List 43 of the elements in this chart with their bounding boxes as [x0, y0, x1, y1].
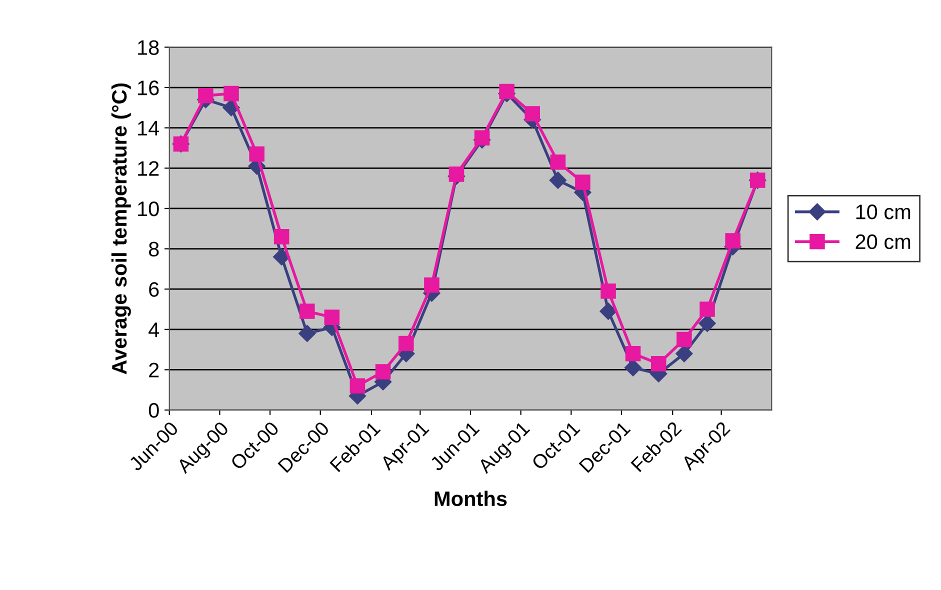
point [650, 356, 666, 372]
point [350, 378, 366, 394]
point [324, 310, 340, 325]
point [550, 154, 566, 170]
y-tick-label: 16 [138, 80, 159, 96]
y-tick-label: 8 [148, 242, 159, 257]
point [300, 304, 315, 319]
point [273, 248, 290, 266]
point [474, 130, 490, 146]
point [676, 345, 693, 362]
point [676, 332, 692, 348]
y-tick-label: 4 [148, 322, 160, 337]
point [274, 229, 290, 244]
point [725, 233, 740, 248]
point [424, 277, 440, 293]
point [600, 302, 617, 320]
y-tick-label: 0 [148, 403, 159, 418]
y-tick-label: 6 [149, 282, 159, 297]
point [698, 314, 716, 332]
point [198, 88, 214, 104]
point [298, 324, 316, 342]
y-tick-label: 14 [138, 121, 160, 136]
y-axis-title: Average soil temperature (°C) [111, 83, 131, 374]
y-tick-label: 2 [149, 362, 159, 378]
y-tick-label: 12 [138, 161, 159, 176]
x-axis-title: Months [434, 490, 507, 506]
legend-label: 20 cm [856, 234, 910, 250]
point [499, 84, 514, 100]
point [549, 172, 566, 189]
legend-label: 10 cm [856, 204, 910, 220]
point [524, 106, 540, 122]
point [448, 166, 464, 182]
point [575, 174, 590, 190]
point [398, 336, 414, 352]
point [624, 359, 642, 376]
point [600, 283, 616, 299]
y-tick-label: 18 [138, 40, 159, 55]
point [700, 302, 715, 317]
point [375, 364, 391, 380]
point [625, 346, 641, 362]
point [224, 86, 239, 102]
y-tick-label: 10 [138, 201, 159, 216]
point [249, 146, 264, 162]
